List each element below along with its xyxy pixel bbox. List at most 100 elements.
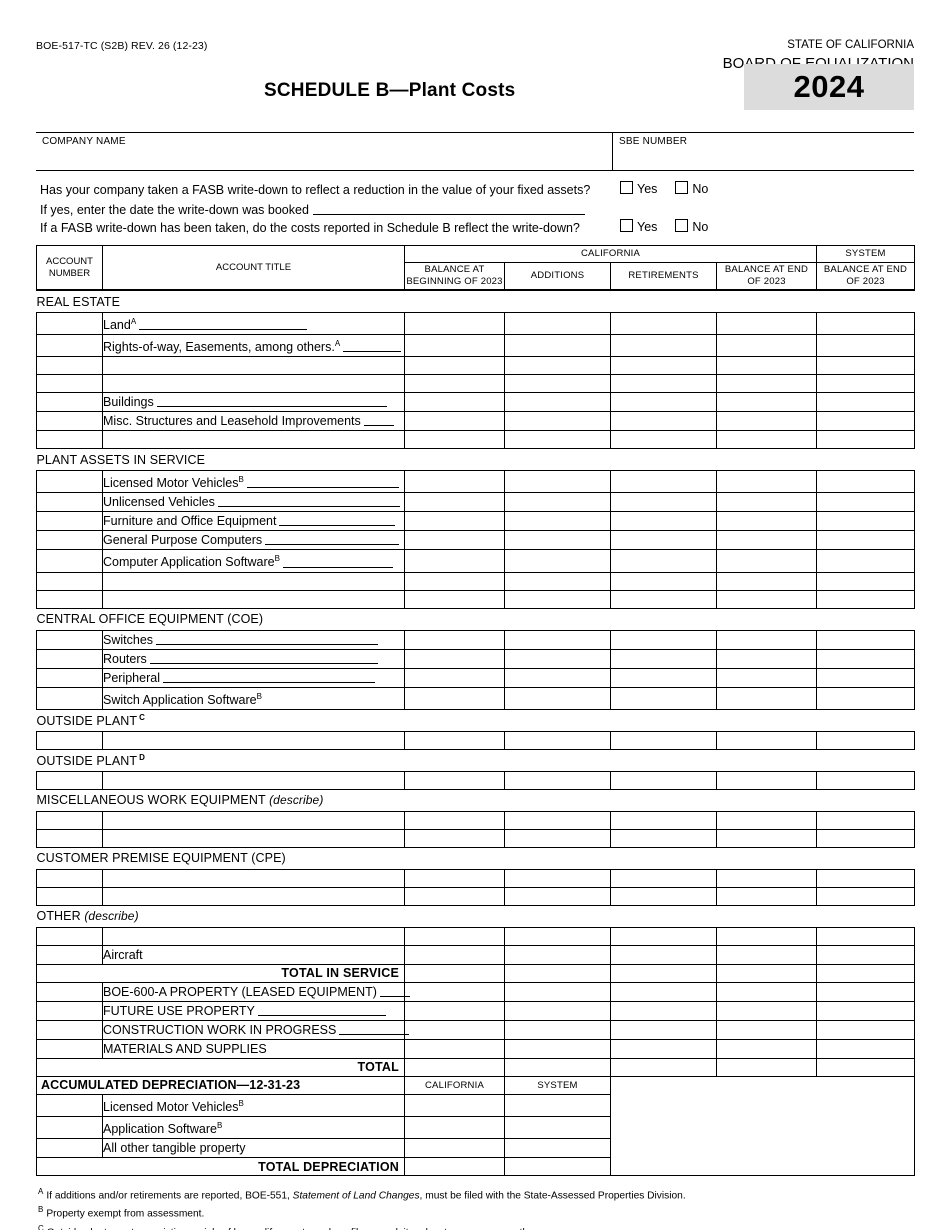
writedown-date-input[interactable] — [312, 202, 585, 215]
amount-cell[interactable] — [715, 1038, 818, 1059]
amount-cell[interactable] — [504, 589, 611, 609]
amount-cell[interactable] — [504, 492, 611, 513]
amount-cell[interactable] — [404, 1019, 505, 1040]
account-title-cell[interactable]: LandA — [102, 311, 405, 336]
account-number-cell[interactable] — [36, 1115, 103, 1140]
amount-cell[interactable] — [404, 868, 505, 888]
amount-cell[interactable] — [715, 886, 818, 906]
account-title-cell[interactable]: General Purpose Computers — [102, 530, 405, 551]
amount-cell[interactable] — [715, 810, 818, 830]
amount-cell[interactable] — [504, 470, 611, 494]
amount-cell[interactable] — [816, 334, 916, 358]
amount-cell[interactable] — [610, 926, 717, 946]
account-number-cell[interactable] — [36, 770, 103, 790]
amount-cell[interactable] — [715, 1057, 818, 1077]
amount-cell[interactable] — [715, 356, 818, 376]
account-number-cell[interactable] — [36, 1093, 103, 1117]
account-number-cell[interactable] — [36, 549, 103, 573]
amount-cell[interactable] — [504, 334, 611, 358]
amount-cell[interactable] — [715, 430, 818, 450]
amount-cell[interactable] — [610, 868, 717, 888]
amount-cell[interactable] — [504, 1057, 611, 1077]
account-title-cell[interactable]: Unlicensed Vehicles — [102, 492, 405, 513]
amount-cell[interactable] — [404, 492, 505, 513]
amount-cell[interactable] — [404, 1057, 505, 1077]
amount-cell[interactable] — [404, 828, 505, 848]
amount-cell[interactable] — [715, 571, 818, 591]
amount-cell[interactable] — [816, 589, 916, 609]
amount-cell[interactable] — [715, 1000, 818, 1021]
amount-cell[interactable] — [504, 530, 611, 551]
amount-cell[interactable] — [504, 1093, 611, 1117]
amount-cell[interactable] — [715, 828, 818, 848]
amount-cell[interactable] — [404, 770, 505, 790]
amount-cell[interactable] — [504, 411, 611, 432]
account-title-cell[interactable]: Peripheral — [102, 667, 405, 688]
amount-cell[interactable] — [610, 311, 717, 336]
q3-no-checkbox[interactable] — [675, 219, 689, 232]
amount-cell[interactable] — [404, 334, 505, 358]
amount-cell[interactable] — [610, 1019, 717, 1040]
amount-cell[interactable] — [610, 828, 717, 848]
account-number-cell[interactable] — [36, 1138, 103, 1159]
amount-cell[interactable] — [715, 392, 818, 413]
account-title-cell[interactable]: All other tangible property — [102, 1138, 405, 1159]
amount-cell[interactable] — [816, 770, 916, 790]
amount-cell[interactable] — [404, 470, 505, 494]
amount-cell[interactable] — [504, 511, 611, 532]
account-number-cell[interactable] — [36, 511, 103, 532]
amount-cell[interactable] — [610, 430, 717, 450]
amount-cell[interactable] — [504, 810, 611, 830]
amount-cell[interactable] — [715, 311, 818, 336]
account-title-cell[interactable] — [102, 828, 405, 848]
account-title-cell[interactable]: Buildings — [102, 392, 405, 413]
amount-cell[interactable] — [610, 356, 717, 376]
amount-cell[interactable] — [404, 430, 505, 450]
amount-cell[interactable] — [504, 1157, 611, 1177]
amount-cell[interactable] — [816, 1057, 916, 1077]
amount-cell[interactable] — [715, 374, 818, 394]
amount-cell[interactable] — [404, 886, 505, 906]
account-number-cell[interactable] — [36, 470, 103, 494]
amount-cell[interactable] — [715, 926, 818, 946]
account-title-cell[interactable]: Rights-of-way, Easements, among others.A — [102, 334, 405, 358]
amount-cell[interactable] — [816, 411, 916, 432]
amount-cell[interactable] — [816, 470, 916, 494]
amount-cell[interactable] — [504, 392, 611, 413]
account-number-cell[interactable] — [36, 374, 103, 394]
account-number-cell[interactable] — [36, 944, 103, 965]
amount-cell[interactable] — [816, 944, 916, 965]
account-title-cell[interactable] — [102, 810, 405, 830]
amount-cell[interactable] — [816, 886, 916, 906]
amount-cell[interactable] — [404, 926, 505, 946]
q1-yes-checkbox[interactable] — [620, 181, 633, 194]
amount-cell[interactable] — [404, 1000, 505, 1021]
amount-cell[interactable] — [504, 730, 611, 750]
account-title-cell[interactable] — [102, 926, 405, 946]
account-title-cell[interactable]: Licensed Motor VehiclesB — [102, 470, 405, 494]
account-number-cell[interactable] — [36, 730, 103, 750]
account-title-cell[interactable]: Misc. Structures and Leasehold Improveme… — [102, 411, 405, 432]
amount-cell[interactable] — [816, 868, 916, 888]
amount-cell[interactable] — [404, 392, 505, 413]
amount-cell[interactable] — [504, 868, 611, 888]
account-number-cell[interactable] — [36, 886, 103, 906]
amount-cell[interactable] — [504, 1038, 611, 1059]
account-number-cell[interactable] — [36, 1000, 103, 1021]
account-number-cell[interactable] — [36, 430, 103, 450]
account-number-cell[interactable] — [36, 926, 103, 946]
account-title-cell[interactable] — [102, 571, 405, 591]
account-title-cell[interactable]: CONSTRUCTION WORK IN PROGRESS — [102, 1019, 410, 1040]
amount-cell[interactable] — [610, 648, 717, 669]
amount-cell[interactable] — [404, 810, 505, 830]
amount-cell[interactable] — [504, 1115, 611, 1140]
amount-cell[interactable] — [816, 1000, 916, 1021]
amount-cell[interactable] — [404, 411, 505, 432]
amount-cell[interactable] — [504, 1019, 611, 1040]
q1-no-checkbox[interactable] — [675, 181, 689, 194]
amount-cell[interactable] — [715, 1019, 818, 1040]
amount-cell[interactable] — [504, 374, 611, 394]
amount-cell[interactable] — [610, 334, 717, 358]
amount-cell[interactable] — [816, 430, 916, 450]
amount-cell[interactable] — [504, 629, 611, 650]
